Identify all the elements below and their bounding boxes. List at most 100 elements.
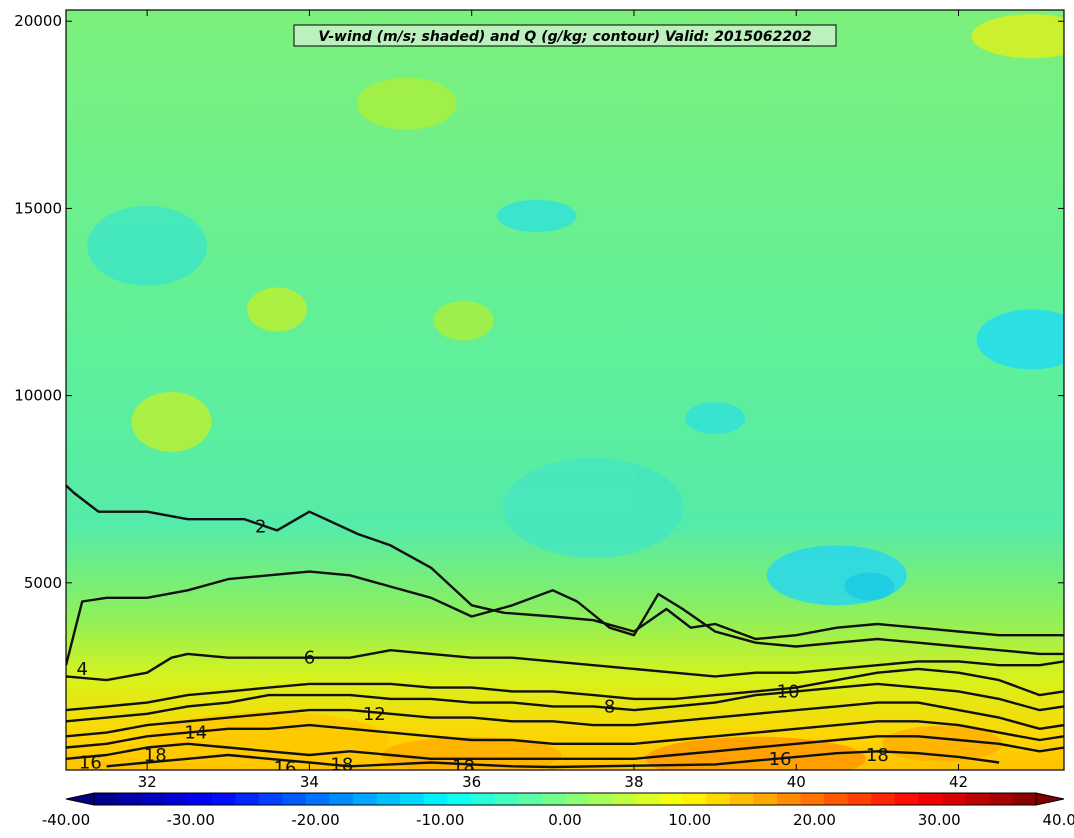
contour-label: 2 bbox=[255, 517, 266, 538]
contour-label: 10 bbox=[777, 681, 800, 702]
colorbar-bin bbox=[258, 793, 283, 805]
colorbar-bin bbox=[612, 793, 637, 805]
colorbar-tick-label: 30.00 bbox=[918, 811, 961, 829]
colorbar-tick-label: 40.00 bbox=[1043, 811, 1074, 829]
colorbar-bin bbox=[235, 793, 260, 805]
contour-line-2 bbox=[66, 484, 1064, 641]
contour-line-8 bbox=[66, 667, 1064, 712]
x-tick-label: 42 bbox=[949, 773, 968, 791]
colorbar-bin bbox=[729, 793, 754, 805]
colorbar-bin bbox=[541, 793, 566, 805]
colorbar-bin bbox=[423, 793, 448, 805]
x-tick-label: 34 bbox=[300, 773, 319, 791]
colorbar-frame bbox=[93, 792, 1037, 806]
plot-frame bbox=[65, 9, 1065, 771]
contour-label: 6 bbox=[304, 648, 315, 669]
colorbar-bin bbox=[117, 793, 142, 805]
colorbar-bin bbox=[305, 793, 331, 805]
contour-line-14 bbox=[66, 720, 1064, 749]
colorbar-bin bbox=[141, 793, 166, 805]
colorbar-bin bbox=[94, 793, 119, 805]
colorbar-tick-label: -20.00 bbox=[291, 811, 339, 829]
colorbar-bin bbox=[1012, 793, 1037, 805]
colorbar-bin bbox=[682, 793, 707, 805]
y-axis: 5000 10000 15000 20000 bbox=[14, 12, 1064, 592]
colorbar-bin bbox=[517, 793, 543, 805]
shading-patch bbox=[844, 572, 895, 601]
contour-labels: 2 4 6 8 10 12 14 16 18 16 18 18 16 18 bbox=[77, 517, 889, 779]
colorbar-tick-label: -40.00 bbox=[42, 811, 90, 829]
shading-patch bbox=[645, 736, 866, 770]
contour-label: 8 bbox=[604, 696, 615, 717]
contour-line-18 bbox=[106, 750, 1000, 769]
contour-label: 16 bbox=[79, 753, 102, 774]
contour-line-12 bbox=[66, 701, 1064, 738]
colorbar-bin bbox=[588, 793, 613, 805]
contour-lines bbox=[66, 484, 1064, 769]
contour-line-16 bbox=[66, 735, 1064, 760]
y-tick-label: 5000 bbox=[24, 574, 62, 592]
contour-label: 16 bbox=[274, 758, 297, 779]
colorbar-bin bbox=[800, 793, 825, 805]
y-tick-label: 10000 bbox=[14, 387, 62, 405]
colorbar-bin bbox=[988, 793, 1014, 805]
colorbar-bin bbox=[776, 793, 802, 805]
colorbar-tick-label: 0.00 bbox=[548, 811, 581, 829]
contour-label: 18 bbox=[866, 745, 889, 766]
colorbar-bin bbox=[494, 793, 519, 805]
contour-label: 18 bbox=[144, 745, 167, 766]
colorbar-bin bbox=[918, 793, 943, 805]
colorbar-bin bbox=[965, 793, 990, 805]
colorbar-bin bbox=[211, 793, 236, 805]
shading-patch bbox=[976, 309, 1064, 370]
colorbar: -40.00 -30.00 -20.00 -10.00 0.00 10.00 20.00 30… bbox=[42, 792, 1074, 829]
shading-patch bbox=[496, 199, 577, 232]
colorbar-bin bbox=[376, 793, 401, 805]
colorbar-bin bbox=[470, 793, 495, 805]
colorbar-bin bbox=[635, 793, 660, 805]
y-tick-label: 20000 bbox=[14, 12, 62, 30]
colorbar-tick-label: -30.00 bbox=[167, 811, 215, 829]
shading-patch bbox=[503, 457, 684, 558]
colorbar-bin bbox=[894, 793, 919, 805]
colorbar-tick-label: -10.00 bbox=[416, 811, 464, 829]
contour-line-10 bbox=[66, 682, 1064, 723]
colorbar-bin bbox=[565, 793, 590, 805]
contour-line-4 bbox=[66, 570, 1064, 666]
contour-label: 12 bbox=[363, 704, 386, 725]
shading-patch bbox=[131, 391, 212, 452]
colorbar-bin bbox=[400, 793, 425, 805]
y-tick-label: 15000 bbox=[14, 199, 62, 217]
shading-patch bbox=[433, 300, 494, 341]
shading-patch bbox=[87, 205, 208, 286]
contour-label: 16 bbox=[769, 749, 792, 770]
colorbar-bin bbox=[164, 793, 189, 805]
colorbar-bin bbox=[659, 793, 684, 805]
shading-patch bbox=[685, 402, 746, 435]
colorbar-bin bbox=[706, 793, 731, 805]
x-axis: 32 34 36 38 40 42 bbox=[138, 10, 968, 791]
shading-patch bbox=[971, 14, 1064, 59]
colorbar-bin bbox=[353, 793, 378, 805]
contour-line-6 bbox=[66, 649, 1064, 682]
colorbar-bin bbox=[447, 793, 472, 805]
plot-background bbox=[66, 10, 1064, 770]
colorbar-extend-min bbox=[65, 792, 95, 806]
chart-title: V-wind (m/s; shaded) and Q (g/kg; contou… bbox=[318, 29, 811, 45]
colorbar-bin bbox=[329, 793, 354, 805]
colorbar-bin bbox=[847, 793, 872, 805]
plot-area: 2 4 6 8 10 12 14 16 18 16 18 18 16 18 32 34 36 38 40 42 50… bbox=[14, 9, 1065, 791]
x-tick-label: 40 bbox=[787, 773, 806, 791]
colorbar-bin bbox=[188, 793, 213, 805]
colorbar-tick-label: 10.00 bbox=[668, 811, 711, 829]
colorbar-tick-label: 20.00 bbox=[793, 811, 836, 829]
contour-label: 18 bbox=[452, 756, 475, 777]
colorbar-bin bbox=[282, 793, 307, 805]
x-tick-label: 38 bbox=[624, 773, 643, 791]
contour-label: 18 bbox=[330, 754, 353, 775]
colorbar-bin bbox=[871, 793, 896, 805]
x-tick-label: 32 bbox=[138, 773, 157, 791]
contour-label: 4 bbox=[77, 659, 88, 680]
chart-title-box: V-wind (m/s; shaded) and Q (g/kg; contou… bbox=[293, 24, 837, 47]
